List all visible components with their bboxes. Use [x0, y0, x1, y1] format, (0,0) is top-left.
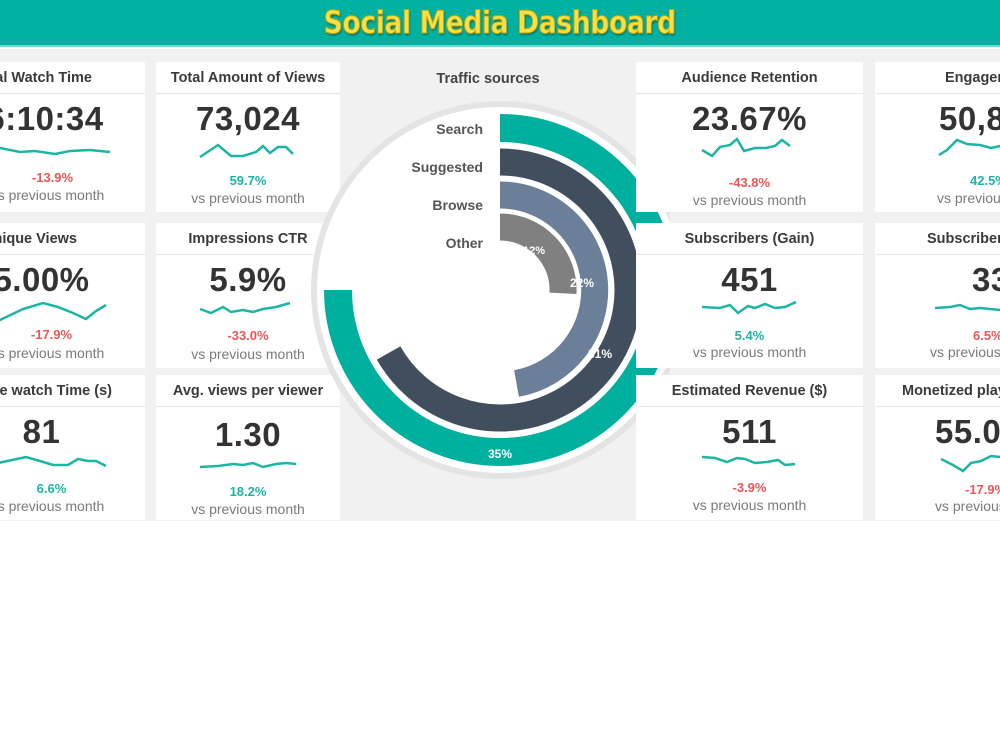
kpi-title: Estimated Revenue ($): [636, 375, 863, 407]
kpi-change: 6.6%: [36, 481, 67, 496]
kpi-title: Total Watch Time: [0, 62, 145, 94]
kpi-title: Impressions CTR: [156, 223, 340, 255]
kpi-note: vs previous month: [935, 498, 1000, 514]
kpi-card-engagement[interactable]: Engagement 50,8 42.5% vs previous month: [875, 62, 1000, 212]
kpi-note: vs previous month: [692, 497, 807, 513]
traffic-sources-title: Traffic sources: [436, 71, 540, 87]
sparkline-chart: [636, 134, 863, 158]
kpi-change: -17.9%: [965, 482, 1000, 497]
kpi-card-total-views[interactable]: Total Amount of Views 73,024 59.7% vs pr…: [156, 62, 340, 212]
dashboard-title: Social Media Dashboard: [323, 4, 677, 41]
kpi-value: 73,024: [196, 100, 300, 137]
sparkline-chart: [156, 140, 340, 162]
kpi-change: -33.0%: [227, 328, 269, 343]
kpi-title: Average watch Time (s): [0, 375, 145, 407]
kpi-card-audience-retention[interactable]: Audience Retention 23.67% -43.8% vs prev…: [636, 62, 863, 212]
sparkline-chart: [875, 451, 1000, 473]
kpi-title: Engagement: [875, 62, 1000, 94]
kpi-change: 18.2%: [229, 484, 267, 499]
ring-suggested: [376, 148, 642, 432]
sparkline-chart: [875, 299, 1000, 321]
kpi-note: vs previous month: [191, 346, 305, 362]
kpi-title: Unique Views: [0, 223, 145, 255]
legend-suggested: Suggested: [411, 159, 483, 175]
kpi-title: Total Amount of Views: [156, 62, 340, 94]
kpi-value: 33: [972, 261, 1000, 298]
kpi-title: Avg. views per viewer: [156, 375, 340, 407]
legend-search: Search: [436, 121, 483, 137]
sparkline-chart: [0, 140, 145, 162]
kpi-card-monetized-playbacks[interactable]: Monetized playbacks 55.0 -17.9% vs previ…: [875, 375, 1000, 520]
sparkline-chart: [156, 299, 340, 321]
pct-other: 12%: [523, 245, 545, 257]
kpi-card-impressions-ctr[interactable]: Impressions CTR 5.9% -33.0% vs previous …: [156, 223, 340, 368]
kpi-card-total-watch-time[interactable]: Total Watch Time 6:10:34 -13.9% vs previ…: [0, 62, 145, 212]
ring-browse: [499, 181, 609, 397]
kpi-change: -13.9%: [31, 170, 74, 185]
kpi-value: 23.67%: [692, 100, 807, 137]
kpi-note: vs previous month: [692, 192, 807, 208]
kpi-value: 81: [22, 413, 61, 450]
kpi-change: -43.8%: [728, 175, 771, 190]
kpi-card-avg-views-per-viewer[interactable]: Avg. views per viewer 1.30 18.2% vs prev…: [156, 375, 340, 520]
kpi-value: 451: [721, 261, 778, 298]
kpi-change: -3.9%: [732, 480, 767, 495]
kpi-note: vs previous month: [937, 190, 1000, 206]
kpi-change: 6.5%: [973, 328, 1000, 343]
kpi-note: vs previous month: [930, 344, 1000, 360]
kpi-note: vs previous month: [0, 345, 105, 361]
kpi-card-subscribers-gain[interactable]: Subscribers (Gain) 451 5.4% vs previous …: [636, 223, 863, 368]
sparkline-chart: [0, 297, 145, 322]
kpi-value: 5.00%: [0, 261, 90, 298]
sparkline-chart: [0, 451, 145, 473]
kpi-card-unique-views[interactable]: Unique Views 5.00% -17.9% vs previous mo…: [0, 223, 145, 368]
sparkline-chart: [156, 455, 340, 477]
kpi-title: Subscribers (Gain): [636, 223, 863, 255]
kpi-title: Monetized playbacks: [875, 375, 1000, 407]
sparkline-chart: [636, 299, 863, 321]
traffic-sources-panel: Traffic sources 35% 31% 22% 12% Search S…: [311, 49, 670, 521]
pct-search: 35%: [488, 447, 512, 461]
kpi-note: vs previous month: [0, 187, 105, 203]
kpi-note: vs previous month: [0, 498, 105, 514]
dashboard-header: Social Media Dashboard: [0, 0, 1000, 47]
kpi-change: 42.5%: [970, 173, 1000, 188]
kpi-title: Subscribers: [875, 223, 1000, 255]
kpi-value: 55.0: [935, 413, 1000, 450]
pct-suggested: 31%: [588, 347, 612, 361]
sparkline-chart: [636, 449, 863, 471]
sparkline-chart: [875, 134, 1000, 157]
pct-browse: 22%: [570, 276, 594, 290]
kpi-note: vs previous month: [191, 501, 305, 517]
kpi-note: vs previous month: [191, 190, 305, 206]
ring-other: [499, 213, 577, 294]
legend-browse: Browse: [432, 197, 483, 213]
kpi-change: -17.9%: [30, 327, 73, 342]
traffic-radial-bar-chart: 35% 31% 22% 12%: [311, 101, 670, 479]
kpi-value: 6:10:34: [0, 100, 104, 137]
ring-search: [324, 114, 670, 466]
kpi-value: 511: [722, 413, 777, 450]
kpi-change: 59.7%: [229, 173, 267, 188]
kpi-card-estimated-revenue[interactable]: Estimated Revenue ($) 511 -3.9% vs previ…: [636, 375, 863, 520]
kpi-card-subscribers[interactable]: Subscribers 33 6.5% vs previous month: [875, 223, 1000, 368]
kpi-change: 5.4%: [734, 328, 765, 343]
kpi-value: 1.30: [214, 416, 282, 453]
kpi-value: 50,8: [939, 100, 1000, 137]
kpi-title: Audience Retention: [636, 62, 863, 94]
legend-other: Other: [445, 235, 483, 251]
kpi-value: 5.9%: [209, 261, 287, 298]
kpi-note: vs previous month: [692, 344, 807, 360]
kpi-card-average-watch-time[interactable]: Average watch Time (s) 81 6.6% vs previo…: [0, 375, 145, 520]
